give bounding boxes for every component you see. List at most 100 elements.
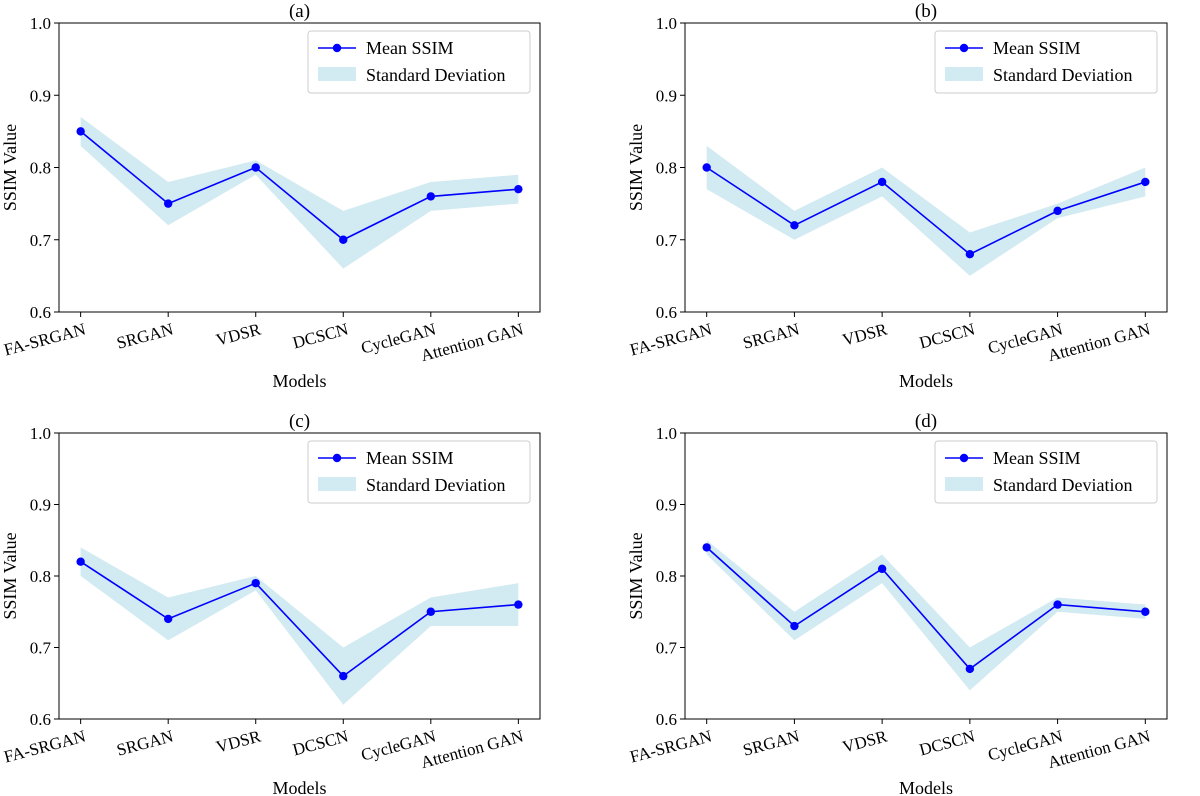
std-deviation-band	[80, 547, 519, 705]
x-tick-label: VDSR	[214, 319, 263, 349]
y-tick-label: 0.8	[30, 159, 51, 178]
data-point-vdsr	[877, 564, 887, 574]
legend-band-swatch	[318, 67, 356, 81]
y-axis-label: SSIM Value	[0, 124, 20, 211]
y-tick-label: 0.9	[656, 496, 677, 515]
data-point-dcscn	[339, 671, 348, 681]
x-tick-label: SRGAN	[741, 727, 802, 760]
x-tick-label: Attention GAN	[1046, 727, 1153, 773]
std-deviation-band	[706, 540, 1146, 691]
data-point-fa-srgan	[76, 127, 85, 136]
chart-panel-a: 0.60.70.80.91.0FA-SRGAN SRGAN VDSR DCSCN Cyc…	[0, 1, 541, 391]
x-axis-label: Models	[273, 371, 327, 391]
data-point-vdsr	[877, 177, 887, 187]
y-tick-label: 0.6	[656, 303, 677, 322]
legend-std-label: Standard Deviation	[993, 475, 1132, 495]
panel-title: (b)	[915, 1, 937, 22]
data-point-cyclegan	[1053, 206, 1062, 216]
data-point-fa-srgan	[702, 163, 711, 172]
legend-marker	[332, 43, 342, 53]
x-tick-label: DCSCN	[917, 320, 977, 353]
y-tick-label: 1.0	[30, 424, 51, 443]
panel-title: (c)	[289, 411, 310, 432]
y-tick-label: 0.7	[30, 639, 52, 658]
data-point-attention-gan	[1141, 177, 1150, 187]
data-point-srgan	[163, 199, 173, 208]
y-tick-label: 0.9	[30, 86, 51, 105]
y-tick-label: 0.6	[30, 303, 51, 322]
chart-panel-c: 0.60.70.80.91.0FA-SRGAN SRGAN VDSR DCSCN Cyc…	[0, 411, 541, 796]
y-tick-label: 0.8	[30, 567, 51, 586]
mean-ssim-line	[706, 166, 1146, 256]
legend-box	[934, 440, 1158, 504]
legend-mean-label: Mean SSIM	[366, 448, 454, 468]
legend-mean-label: Mean SSIM	[366, 38, 454, 58]
legend-marker	[332, 453, 342, 463]
data-point-srgan	[790, 621, 799, 631]
y-tick-label: 0.8	[656, 567, 677, 586]
y-tick-label: 0.6	[30, 710, 51, 729]
x-tick-label: VDSR	[214, 726, 263, 756]
legend: Mean SSIM Standard Deviation	[934, 30, 1158, 94]
y-tick-label: 1.0	[656, 424, 677, 443]
chart-panel-d: 0.60.70.80.91.0FA-SRGAN SRGAN VDSR DCSCN Cyc…	[626, 411, 1168, 796]
y-tick-label: 0.7	[656, 639, 678, 658]
x-axis-label: Models	[899, 778, 953, 796]
x-tick-label: FA-SRGAN	[628, 320, 714, 360]
y-tick-label: 1.0	[30, 14, 51, 33]
data-point-cyclegan	[426, 607, 436, 616]
y-tick-label: 1.0	[656, 14, 677, 33]
y-tick-label: 0.6	[656, 710, 677, 729]
data-point-fa-srgan	[702, 543, 711, 552]
x-tick-label: Attention GAN	[1046, 320, 1153, 366]
legend-box	[307, 30, 531, 94]
y-tick-label: 0.7	[30, 231, 52, 250]
data-point-cyclegan	[426, 192, 436, 201]
y-tick-label: 0.9	[656, 86, 677, 105]
data-point-srgan	[163, 614, 173, 624]
data-point-attention-gan	[514, 600, 523, 609]
legend-std-label: Standard Deviation	[366, 475, 505, 495]
legend-marker	[959, 453, 969, 463]
legend-std-label: Standard Deviation	[993, 65, 1132, 85]
x-tick-label: FA-SRGAN	[628, 727, 714, 767]
x-tick-label: VDSR	[840, 726, 889, 756]
legend-box	[307, 440, 531, 504]
x-tick-label: DCSCN	[291, 320, 351, 353]
legend-box	[934, 30, 1158, 94]
panel-title: (d)	[915, 411, 937, 432]
y-tick-label: 0.7	[656, 231, 678, 250]
data-point-srgan	[790, 221, 799, 230]
legend-band-swatch	[318, 477, 356, 491]
data-point-attention-gan	[1141, 607, 1150, 616]
x-axis-label: Models	[899, 371, 953, 391]
data-point-cyclegan	[1053, 600, 1062, 609]
data-point-vdsr	[251, 578, 260, 588]
y-axis-label: SSIM Value	[626, 532, 646, 619]
mean-ssim-line	[80, 130, 519, 241]
legend-band-swatch	[945, 477, 983, 491]
y-axis-label: SSIM Value	[626, 124, 646, 211]
legend-std-label: Standard Deviation	[366, 65, 505, 85]
y-tick-label: 0.9	[30, 496, 51, 515]
std-deviation-band	[706, 145, 1146, 276]
legend: Mean SSIM Standard Deviation	[307, 30, 531, 94]
chart-panel-b: 0.60.70.80.91.0FA-SRGAN SRGAN VDSR DCSCN Cyc…	[626, 1, 1168, 391]
data-point-dcscn	[965, 250, 975, 259]
data-point-dcscn	[965, 664, 975, 674]
x-tick-label: VDSR	[840, 319, 889, 349]
data-point-attention-gan	[514, 184, 523, 194]
x-axis-label: Models	[273, 778, 327, 796]
y-tick-label: 0.8	[656, 159, 677, 178]
data-point-fa-srgan	[76, 557, 85, 566]
std-deviation-band	[80, 116, 519, 269]
mean-ssim-line	[80, 561, 519, 678]
legend-marker	[959, 43, 969, 53]
x-tick-label: FA-SRGAN	[2, 727, 88, 767]
x-tick-label: SRGAN	[115, 320, 176, 353]
data-point-vdsr	[251, 163, 260, 172]
legend: Mean SSIM Standard Deviation	[934, 440, 1158, 504]
legend-mean-label: Mean SSIM	[993, 38, 1081, 58]
x-tick-label: SRGAN	[115, 727, 176, 760]
